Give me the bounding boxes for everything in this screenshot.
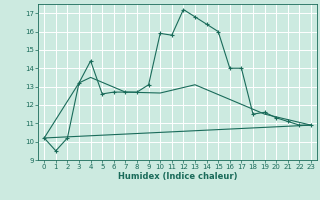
X-axis label: Humidex (Indice chaleur): Humidex (Indice chaleur): [118, 172, 237, 181]
